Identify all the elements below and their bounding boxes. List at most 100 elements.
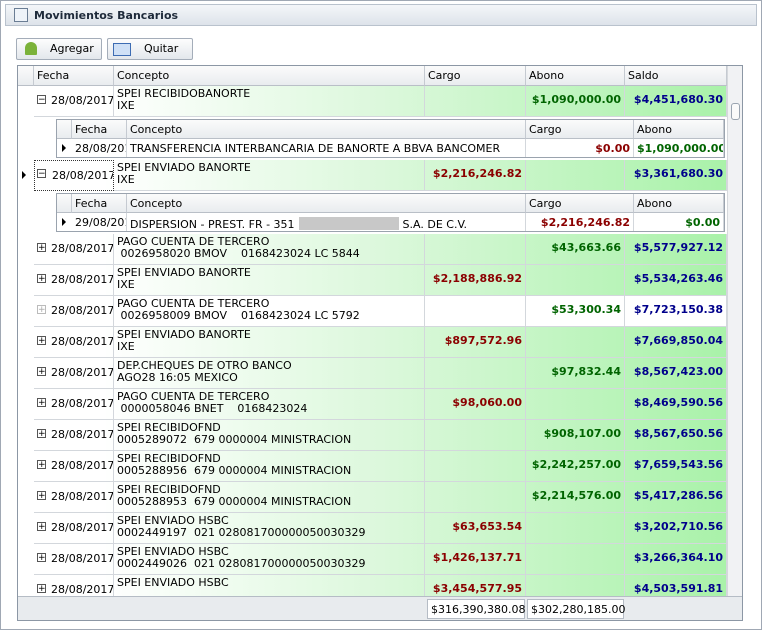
cargo-cell: $2,216,246.82 — [425, 160, 526, 191]
remove-button[interactable]: Quitar — [107, 38, 193, 60]
concepto-line: 0026958020 BMOV 0168423024 LC 5844 — [117, 247, 360, 260]
detail-column-header: Concepto — [127, 120, 526, 139]
grid-row[interactable]: +28/08/2017 DEP.CHEQUES DE OTRO BANCO AGO2… — [34, 358, 727, 389]
concepto-text: S.A. DE C.V. — [402, 218, 468, 231]
detail-indicator — [62, 218, 66, 226]
concepto-line: 0002449197 021 028081700000050030329 — [117, 526, 366, 539]
concepto-cell: SPEI ENVIADO BANORTE IXE — [114, 265, 425, 296]
grid-row[interactable]: +28/08/2017 PAGO CUENTA DE TERCERO 000005… — [34, 389, 727, 420]
grid-row[interactable]: +28/08/2017 SPEI RECIBIDOFND 0005288953 67… — [34, 482, 727, 513]
concepto-line: AGO28 16:05 MEXICO — [117, 371, 238, 384]
footer: $316,390,380.08 $302,280,185.00 — [18, 596, 742, 620]
total-abono: $302,280,185.00 — [527, 599, 625, 619]
expand-toggle[interactable]: + — [37, 398, 46, 408]
grid-row[interactable]: +28/08/2017 PAGO CUENTA DE TERCERO 002695… — [34, 234, 727, 265]
abono-cell — [526, 327, 625, 358]
detail-column-header: Abono — [634, 120, 724, 139]
concepto-line: IXE — [117, 99, 135, 112]
redacted — [298, 217, 399, 230]
grid-row[interactable]: +28/08/2017 PAGO CUENTA DE TERCERO 002695… — [34, 296, 727, 327]
cargo-cell — [425, 296, 526, 327]
concepto-cell: SPEI RECIBIDOFND 0005288953 679 0000004 M… — [114, 482, 425, 513]
remove-label: Quitar — [144, 42, 179, 55]
saldo-cell: $7,669,850.04 — [625, 327, 727, 358]
concepto-line: SPEI ENVIADO BANORTE — [117, 266, 251, 279]
concepto-cell: PAGO CUENTA DE TERCERO 0026958009 BMOV 0… — [114, 296, 425, 327]
saldo-cell: $4,451,680.30 — [625, 86, 727, 117]
grid-row[interactable]: +28/08/2017 SPEI RECIBIDOFND 0005289072 67… — [34, 420, 727, 451]
expand-toggle[interactable]: + — [37, 491, 46, 501]
fecha-cell: 28/08/2017 — [34, 86, 114, 117]
abono-cell: $43,663.66 — [526, 234, 625, 265]
saldo-cell: $5,577,927.12 — [625, 234, 727, 265]
concepto-line: 0000058046 BNET 0168423024 — [117, 402, 308, 415]
detail-cargo: $0.00 — [526, 139, 634, 157]
concepto-line: 0026958009 BMOV 0168423024 LC 5792 — [117, 309, 360, 322]
cargo-cell: $2,188,886.92 — [425, 265, 526, 296]
concepto-line: PAGO CUENTA DE TERCERO — [117, 297, 270, 310]
detail-column-header: Cargo — [526, 120, 634, 139]
concepto-cell: SPEI RECIBIDOFND 0005289072 679 0000004 M… — [114, 420, 425, 451]
concepto-cell: PAGO CUENTA DE TERCERO 0026958020 BMOV 0… — [114, 234, 425, 265]
abono-cell: $97,832.44 — [526, 358, 625, 389]
header-corner — [18, 66, 34, 86]
window-title: Movimientos Bancarios — [34, 9, 179, 22]
detail-concepto: TRANSFERENCIA INTERBANCARIA DE BANORTE A… — [127, 139, 526, 157]
fecha-cell: 28/08/2017 — [34, 482, 114, 513]
detail-column-header: Concepto — [127, 194, 526, 213]
expand-toggle[interactable]: + — [37, 522, 46, 532]
add-button[interactable]: Agregar — [16, 38, 102, 60]
concepto-line: SPEI RECIBIDOFND — [117, 421, 221, 434]
cargo-cell — [425, 358, 526, 389]
abono-cell — [526, 513, 625, 544]
cargo-cell: $63,653.54 — [425, 513, 526, 544]
concepto-line: SPEI ENVIADO BANORTE — [117, 161, 251, 174]
expand-toggle[interactable]: + — [37, 243, 46, 253]
concepto-line: 0005289072 679 0000004 MINISTRACION — [117, 433, 352, 446]
detail-header-corner — [57, 194, 72, 213]
grid-row[interactable]: +28/08/2017 SPEI ENVIADO BANORTE IXE $2,188… — [34, 265, 727, 296]
detail-column-header: Fecha — [72, 120, 127, 139]
concepto-cell: PAGO CUENTA DE TERCERO 0000058046 BNET 0… — [114, 389, 425, 420]
concepto-cell: SPEI RECIBIDOBANORTE IXE — [114, 86, 425, 117]
grid-row[interactable]: −28/08/2017 SPEI ENVIADO BANORTE IXE $2,216… — [34, 160, 727, 191]
abono-cell — [526, 160, 625, 191]
expand-toggle[interactable]: + — [37, 553, 46, 563]
add-icon — [25, 42, 37, 55]
grid-row[interactable]: +28/08/2017 SPEI ENVIADO BANORTE IXE $897,5… — [34, 327, 727, 358]
grid-row[interactable]: +28/08/2017 SPEI RECIBIDOFND 0005288956 67… — [34, 451, 727, 482]
cargo-cell — [425, 420, 526, 451]
expand-toggle[interactable]: + — [37, 274, 46, 284]
scroll-thumb — [731, 103, 740, 120]
expand-toggle[interactable]: − — [37, 169, 46, 179]
grid-row[interactable]: +28/08/2017 SPEI ENVIADO HSBC 0002449197 0… — [34, 513, 727, 544]
detail-indicator — [62, 144, 66, 152]
concepto-line: IXE — [117, 340, 135, 353]
abono-cell — [526, 389, 625, 420]
concepto-line: SPEI RECIBIDOFND — [117, 452, 221, 465]
expand-toggle[interactable]: + — [37, 336, 46, 346]
expand-toggle[interactable]: + — [37, 367, 46, 377]
expand-toggle[interactable]: + — [37, 305, 46, 315]
grid-row[interactable]: +28/08/2017 SPEI ENVIADO HSBC 0002449026 0… — [34, 544, 727, 575]
abono-cell: $2,214,576.00 — [526, 482, 625, 513]
row-indicator — [22, 171, 26, 179]
add-label: Agregar — [50, 42, 94, 55]
cargo-cell: $98,060.00 — [425, 389, 526, 420]
detail-cargo: $2,216,246.82 — [526, 213, 634, 231]
abono-cell — [526, 265, 625, 296]
saldo-cell: $8,567,423.00 — [625, 358, 727, 389]
concepto-cell: DEP.CHEQUES DE OTRO BANCO AGO28 16:05 MEX… — [114, 358, 425, 389]
expand-toggle[interactable]: − — [37, 95, 46, 105]
expand-toggle[interactable]: + — [37, 460, 46, 470]
fecha-cell: 28/08/2017 — [34, 451, 114, 482]
expand-toggle[interactable]: + — [37, 429, 46, 439]
fecha-cell: 28/08/2017 — [34, 296, 114, 327]
expand-toggle[interactable]: + — [37, 584, 46, 594]
saldo-cell: $3,202,710.56 — [625, 513, 727, 544]
grid-row[interactable]: −28/08/2017 SPEI RECIBIDOBANORTE IXE $1,090… — [34, 86, 727, 117]
detail-fecha: 28/08/2017 — [72, 139, 127, 157]
detail-abono: $0.00 — [634, 213, 724, 231]
scrollbar[interactable] — [727, 66, 742, 596]
